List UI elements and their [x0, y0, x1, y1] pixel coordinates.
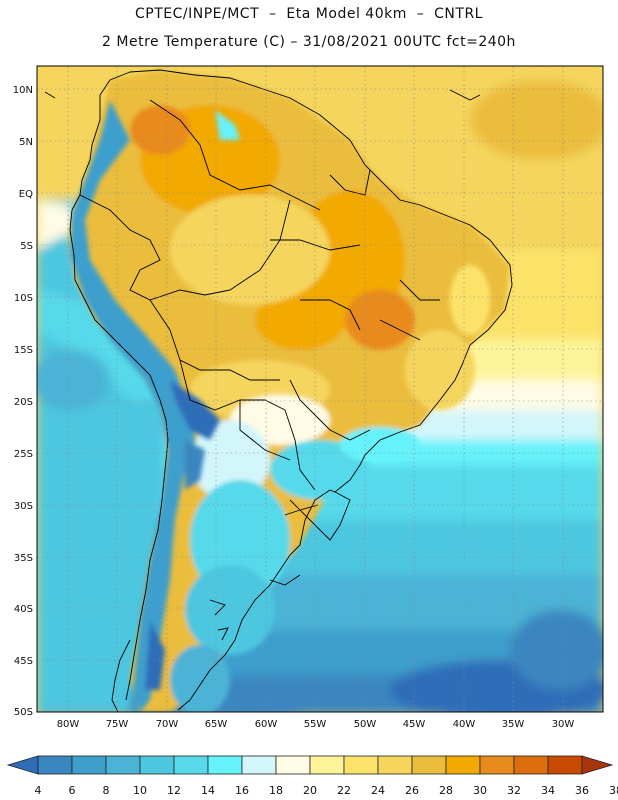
colorbar-cell — [513, 755, 549, 775]
lon-label: 50W — [354, 719, 377, 730]
colorbar-label: 36 — [575, 784, 589, 797]
latitude-axis: 10N 5N EQ 5S 10S 15S 20S 25S 30S 35S 40S… — [13, 85, 33, 718]
colorbar-label: 4 — [35, 784, 42, 797]
lon-label: 45W — [403, 719, 426, 730]
lat-label: 30S — [14, 501, 33, 512]
lat-label: EQ — [19, 189, 33, 200]
temperature-field — [37, 66, 603, 712]
longitude-axis: 80W 75W 70W 65W 60W 55W 50W 45W 40W 35W … — [57, 719, 575, 730]
lat-label: 45S — [14, 656, 33, 667]
lon-label: 65W — [205, 719, 228, 730]
map-frame — [36, 65, 604, 713]
colorbar-cell — [377, 755, 413, 775]
colorbar-cell — [411, 755, 447, 775]
colorbar-cell — [479, 755, 515, 775]
colorbar-cell — [275, 755, 311, 775]
map-title: CPTEC/INPE/MCT – Eta Model 40km – CNTRL — [135, 6, 483, 22]
lon-label: 55W — [304, 719, 327, 730]
colorbar-label: 24 — [371, 784, 385, 797]
colorbar-label: 22 — [337, 784, 351, 797]
colorbar-label: 18 — [269, 784, 283, 797]
colorbar-label: 38 — [609, 784, 618, 797]
colorbar-label: 8 — [103, 784, 110, 797]
temperature-map: 10N 5N EQ 5S 10S 15S 20S 25S 30S 35S 40S… — [13, 65, 604, 730]
lat-label: 50S — [14, 707, 33, 718]
colorbar-label: 30 — [473, 784, 487, 797]
colorbar-cells — [6, 755, 614, 775]
lat-label: 5N — [19, 137, 33, 148]
lon-label: 75W — [106, 719, 129, 730]
colorbar-label: 32 — [507, 784, 521, 797]
colorbar-cell — [445, 755, 481, 775]
colorbar-label: 20 — [303, 784, 317, 797]
lat-label: 35S — [14, 553, 33, 564]
colorbar-labels: 4 6 8 10 12 14 16 18 20 22 24 26 28 30 32 34 36 38 — [35, 784, 618, 797]
colorbar-label: 34 — [541, 784, 555, 797]
colorbar-cell — [581, 755, 614, 775]
colorbar-label: 28 — [439, 784, 453, 797]
colorbar-cell — [71, 755, 107, 775]
colorbar-label: 10 — [133, 784, 147, 797]
lon-label: 60W — [255, 719, 278, 730]
lat-label: 25S — [14, 449, 33, 460]
colorbar-cell — [37, 755, 73, 775]
colorbar-cell — [309, 755, 345, 775]
lat-label: 15S — [14, 345, 33, 356]
lon-label: 40W — [453, 719, 476, 730]
colorbar-cell — [173, 755, 209, 775]
colorbar-cell — [139, 755, 175, 775]
lat-label: 40S — [14, 604, 33, 615]
map-subtitle: 2 Metre Temperature (C) – 31/08/2021 00U… — [102, 34, 516, 50]
colorbar-cell — [343, 755, 379, 775]
lon-label: 35W — [502, 719, 525, 730]
temperature-colorbar: 4 6 8 10 12 14 16 18 20 22 24 26 28 30 32 34 36 38 — [6, 755, 618, 797]
lat-label: 5S — [20, 241, 33, 252]
colorbar-label: 14 — [201, 784, 215, 797]
lat-label: 20S — [14, 397, 33, 408]
colorbar-cell — [547, 755, 583, 775]
colorbar-cell — [6, 755, 39, 775]
colorbar-label: 12 — [167, 784, 181, 797]
colorbar-cell — [241, 755, 277, 775]
coastlines — [44, 69, 513, 712]
colorbar-label: 16 — [235, 784, 249, 797]
colorbar-cell — [207, 755, 243, 775]
lat-label: 10S — [14, 293, 33, 304]
colorbar-label: 26 — [405, 784, 419, 797]
lon-label: 80W — [57, 719, 80, 730]
lon-label: 70W — [156, 719, 179, 730]
lat-label: 10N — [13, 85, 33, 96]
colorbar-cell — [105, 755, 141, 775]
colorbar-label: 6 — [69, 784, 76, 797]
lon-label: 30W — [552, 719, 575, 730]
